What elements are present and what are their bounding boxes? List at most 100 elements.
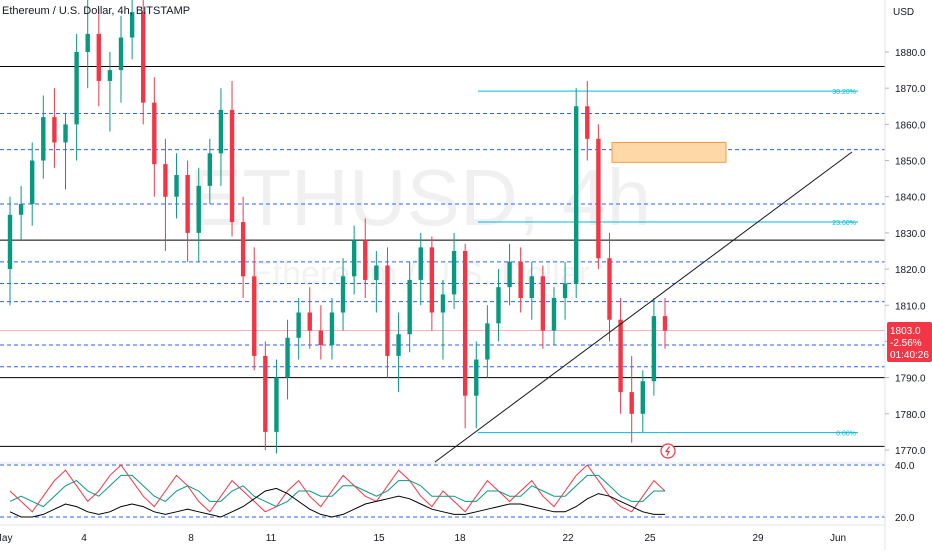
candle-body (30, 160, 35, 204)
time-tick-label: 29 (752, 533, 764, 544)
candle-body (385, 265, 390, 356)
candle[interactable] (52, 88, 57, 168)
candle[interactable] (374, 250, 379, 313)
candle[interactable] (340, 258, 346, 331)
candle[interactable] (351, 225, 357, 295)
candle[interactable] (307, 287, 312, 349)
candle[interactable] (285, 319, 290, 400)
alert-icon-bolt (664, 446, 670, 456)
candle[interactable] (7, 196, 13, 306)
candle[interactable] (462, 243, 468, 429)
candle-body (18, 203, 24, 215)
candle[interactable] (640, 370, 645, 432)
candle[interactable] (596, 124, 601, 270)
candle-body (318, 330, 324, 346)
candle[interactable] (63, 113, 68, 190)
oscillator-line[interactable] (9, 487, 665, 518)
candle-body (529, 276, 534, 299)
candle[interactable] (174, 153, 179, 219)
candle-body (573, 106, 579, 284)
candle-body (485, 323, 490, 360)
candle-body (585, 106, 590, 139)
time-axis[interactable]: May 4 8 11 15 18 22 25 29 Jun (0, 524, 885, 544)
candle[interactable] (152, 77, 157, 197)
candle[interactable] (118, 15, 124, 103)
trendline-layer[interactable] (434, 151, 853, 463)
candles[interactable] (7, 0, 668, 454)
candle[interactable] (418, 232, 423, 306)
candle[interactable] (485, 305, 490, 378)
candle-body (629, 392, 634, 414)
candle[interactable] (407, 261, 412, 353)
supply-zone-layer[interactable] (611, 141, 727, 163)
candle-body (263, 355, 268, 432)
candle[interactable] (562, 261, 568, 320)
supply-zone[interactable] (611, 141, 727, 163)
candle[interactable] (274, 359, 279, 454)
candle-body (96, 33, 102, 81)
candle[interactable] (229, 80, 235, 237)
candle[interactable] (163, 138, 168, 251)
candle[interactable] (385, 247, 390, 378)
candle[interactable] (618, 298, 623, 414)
candle[interactable] (240, 196, 246, 299)
candle[interactable] (573, 88, 579, 299)
candle[interactable] (474, 341, 479, 429)
candle[interactable] (529, 261, 534, 320)
candle[interactable] (30, 142, 35, 226)
candle[interactable] (396, 312, 401, 393)
time-tick-label: 18 (454, 533, 466, 544)
candle-body (451, 250, 457, 295)
candle[interactable] (540, 265, 546, 349)
candle[interactable] (651, 298, 657, 396)
candle[interactable] (507, 243, 512, 306)
candle[interactable] (41, 95, 46, 179)
candle[interactable] (196, 167, 201, 262)
candle[interactable] (451, 232, 457, 309)
candle[interactable] (607, 232, 612, 342)
oscillator-line[interactable] (9, 474, 665, 508)
candle-body (618, 319, 623, 393)
candle-body (551, 298, 557, 331)
candle[interactable] (141, 0, 146, 125)
candle[interactable] (96, 8, 102, 107)
watermark-symbol: ETHUSD, 4h (189, 153, 651, 242)
candle[interactable] (585, 80, 590, 161)
candle[interactable] (252, 247, 257, 371)
fib-levels[interactable]: 38.20% 23.60% 0.00% (478, 89, 858, 438)
candle[interactable] (296, 298, 301, 360)
candle[interactable] (129, 0, 135, 60)
candle[interactable] (85, 0, 90, 89)
candle-body (296, 312, 301, 338)
candle[interactable] (74, 33, 79, 161)
candle[interactable] (518, 247, 523, 313)
candle[interactable] (629, 355, 634, 443)
ascending-trendline[interactable] (434, 151, 853, 463)
header: Ethereum / U.S. Dollar, 4h, BITSTAMP (2, 5, 190, 17)
candle[interactable] (207, 138, 213, 204)
candle-body (640, 381, 645, 414)
candle[interactable] (318, 305, 324, 360)
candle[interactable] (329, 298, 335, 360)
candle[interactable] (363, 218, 368, 299)
candle[interactable] (185, 160, 190, 262)
candle[interactable] (440, 279, 446, 360)
alert-icon[interactable] (660, 443, 676, 459)
price-tick-label: 1810.0 (895, 301, 926, 312)
candle[interactable] (429, 236, 435, 331)
candle-body (307, 312, 312, 331)
candle[interactable] (263, 341, 268, 450)
candle[interactable] (218, 88, 224, 186)
candle[interactable] (18, 185, 24, 241)
candle-body (63, 124, 68, 143)
oscillator-line[interactable] (9, 464, 666, 513)
candle[interactable] (551, 287, 557, 346)
candle-body (207, 153, 213, 186)
candle[interactable] (496, 269, 501, 342)
candle-body (7, 214, 13, 270)
candle[interactable] (662, 298, 668, 349)
oscillator-pane[interactable]: 40.0 20.0 (0, 461, 915, 524)
candle[interactable] (107, 52, 113, 132)
